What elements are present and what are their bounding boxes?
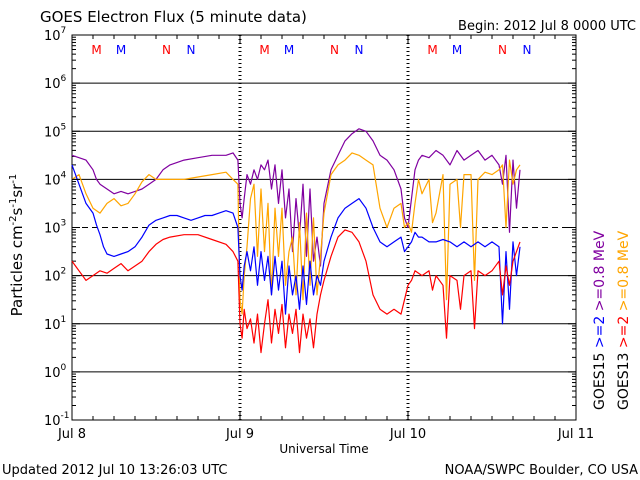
marker-n-3: N xyxy=(187,43,196,57)
y-axis-label-sup1: -2 xyxy=(8,215,19,225)
y-tick-exp: 5 xyxy=(61,122,67,132)
y-axis-label-mid1: s xyxy=(8,207,26,215)
y-tick-label-4: 103 xyxy=(44,219,66,237)
marker-m-4: M xyxy=(259,43,269,57)
y-tick-exp: 0 xyxy=(61,363,67,373)
legend-group-1: GOES13 >=2 >=0.8 MeV xyxy=(616,230,632,410)
y-tick-label-2: 105 xyxy=(44,122,66,140)
x-tick-label-3: Jul 11 xyxy=(557,427,594,442)
y-tick-base: 10 xyxy=(44,366,61,381)
y-tick-base: 10 xyxy=(44,125,61,140)
legend-satellite: GOES13 xyxy=(616,353,632,410)
y-tick-base: 10 xyxy=(44,173,61,188)
legend-group-0: GOES15 >=2 >=0.8 MeV xyxy=(592,230,608,410)
y-tick-label-5: 102 xyxy=(44,267,66,285)
chart-title: GOES Electron Flux (5 minute data) xyxy=(40,8,307,26)
x-tick-label-0: Jul 8 xyxy=(57,427,86,442)
y-axis-label-text: Particles cm xyxy=(8,225,26,316)
y-tick-exp: 7 xyxy=(61,26,67,36)
y-tick-label-0: 107 xyxy=(44,26,66,44)
footer-updated: Updated 2012 Jul 10 13:26:03 UTC xyxy=(2,463,227,478)
marker-n-7: N xyxy=(355,43,364,57)
footer-credit: NOAA/SWPC Boulder, CO USA xyxy=(445,463,638,478)
y-tick-label-1: 106 xyxy=(44,74,67,92)
y-axis-label-sup2: -1 xyxy=(8,198,19,208)
marker-m-9: M xyxy=(452,43,462,57)
marker-m-8: M xyxy=(427,43,437,57)
legend-item-0-1: >=0.8 MeV xyxy=(592,230,608,311)
y-tick-base: 10 xyxy=(44,29,61,44)
marker-n-6: N xyxy=(330,43,339,57)
y-axis-label-sup3: -1 xyxy=(8,174,19,184)
y-tick-exp: 2 xyxy=(61,267,67,277)
marker-n-10: N xyxy=(498,43,507,57)
y-axis-label: Particles cm-2s-1sr-1 xyxy=(8,174,26,317)
y-tick-base: 10 xyxy=(44,318,61,333)
series-line-3 xyxy=(71,229,521,354)
y-tick-exp: 1 xyxy=(61,315,67,325)
legend-item-1-0: >=2 xyxy=(616,311,632,348)
y-tick-base: 10 xyxy=(44,414,61,429)
y-tick-label-3: 104 xyxy=(44,170,67,188)
y-tick-label-8: 10-1 xyxy=(44,411,70,429)
y-tick-exp: -1 xyxy=(61,411,70,421)
y-tick-exp: 3 xyxy=(61,219,67,229)
marker-n-11: N xyxy=(523,43,532,57)
y-tick-exp: 6 xyxy=(61,74,67,84)
legend-satellite: GOES15 xyxy=(592,353,608,410)
series-line-0 xyxy=(71,128,521,267)
x-tick-label-2: Jul 10 xyxy=(389,427,426,442)
y-tick-base: 10 xyxy=(44,270,61,285)
x-tick-label-1: Jul 9 xyxy=(225,427,254,442)
y-tick-label-6: 101 xyxy=(44,315,66,333)
series-line-1 xyxy=(71,152,521,315)
x-axis-label: Universal Time xyxy=(279,442,368,456)
marker-m-5: M xyxy=(284,43,294,57)
legend-item-1-1: >=0.8 MeV xyxy=(616,230,632,311)
y-tick-exp: 4 xyxy=(61,170,67,180)
marker-n-2: N xyxy=(162,43,171,57)
legend-item-0-0: >=2 xyxy=(592,311,608,348)
marker-m-1: M xyxy=(116,43,126,57)
series-line-2 xyxy=(71,164,521,325)
marker-m-0: M xyxy=(91,43,101,57)
y-tick-base: 10 xyxy=(44,77,61,92)
begin-label: Begin: 2012 Jul 8 0000 UTC xyxy=(458,19,636,34)
y-tick-base: 10 xyxy=(44,222,61,237)
y-tick-label-7: 100 xyxy=(44,363,67,381)
y-axis-label-mid2: sr xyxy=(8,183,26,198)
